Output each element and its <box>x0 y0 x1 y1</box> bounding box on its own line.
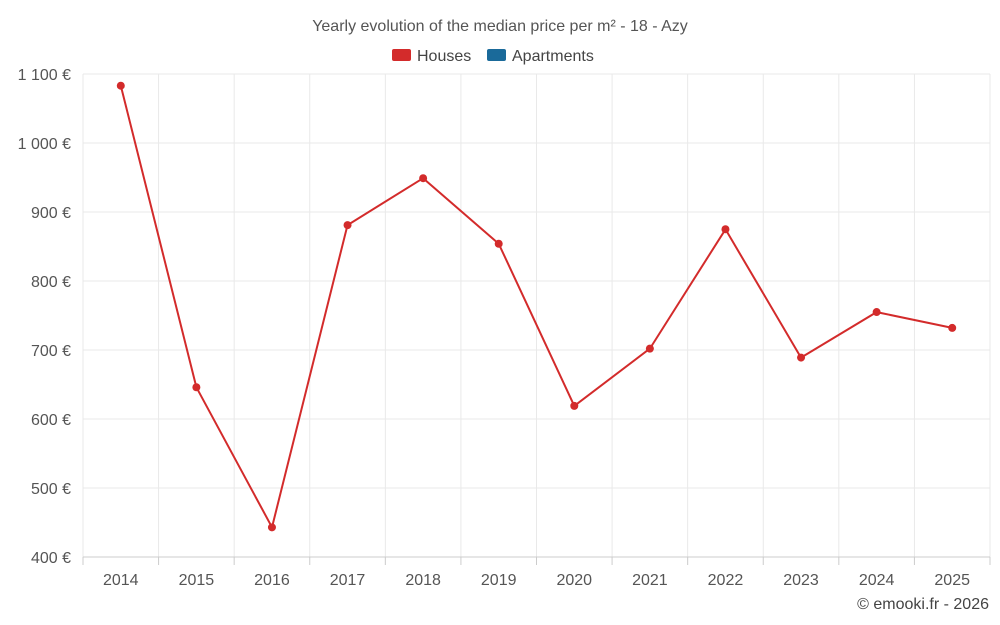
y-tick-label: 700 € <box>31 343 71 360</box>
legend-label-apartments: Apartments <box>512 48 594 65</box>
y-tick-label: 400 € <box>31 550 71 567</box>
data-point-2025[interactable] <box>948 323 957 332</box>
data-point-2021[interactable] <box>645 344 654 353</box>
legend-label-houses: Houses <box>417 48 471 65</box>
x-tick-label: 2023 <box>783 572 819 589</box>
y-axis-tick-labels: 400 € 500 € 600 € 700 € 800 € 900 € 1 000 € 1 1… <box>18 67 71 567</box>
y-tick-label: 1 000 € <box>18 136 71 153</box>
x-tick-label: 2014 <box>103 572 139 589</box>
data-point-2017[interactable] <box>343 221 352 230</box>
credit-text: © emooki.fr - 2026 <box>857 596 989 613</box>
x-tick-label: 2016 <box>254 572 290 589</box>
data-point-2014[interactable] <box>116 81 125 90</box>
y-tick-label: 600 € <box>31 412 71 429</box>
x-axis-tick-labels: 2014 2015 2016 2017 2018 2019 2020 2021 2022 2023… <box>82 557 991 589</box>
x-tick-label: 2015 <box>179 572 215 589</box>
legend-swatch-apartments <box>487 49 506 61</box>
x-tick-label: 2017 <box>330 572 366 589</box>
data-point-2016[interactable] <box>267 523 276 532</box>
x-tick-label: 2018 <box>405 572 441 589</box>
legend-swatch-houses <box>392 49 411 61</box>
x-tick-label: 2019 <box>481 572 517 589</box>
x-tick-label: 2024 <box>859 572 895 589</box>
chart-title: Yearly evolution of the median price per… <box>312 18 688 35</box>
legend-item-houses[interactable]: Houses <box>392 48 471 65</box>
legend: Houses Apartments <box>392 48 594 65</box>
data-point-2015[interactable] <box>192 383 201 392</box>
vertical-gridlines <box>82 74 991 557</box>
data-point-2020[interactable] <box>570 401 579 410</box>
x-tick-label: 2021 <box>632 572 668 589</box>
data-point-2022[interactable] <box>721 225 730 234</box>
series-line-houses <box>119 85 953 531</box>
x-tick-label: 2020 <box>556 572 592 589</box>
legend-item-apartments[interactable]: Apartments <box>487 48 594 65</box>
series-points-houses <box>116 81 957 532</box>
y-tick-label: 500 € <box>31 481 71 498</box>
x-tick-label: 2025 <box>934 572 970 589</box>
y-tick-label: 1 100 € <box>18 67 71 84</box>
data-point-2018[interactable] <box>419 174 428 183</box>
y-tick-label: 900 € <box>31 205 71 222</box>
y-tick-label: 800 € <box>31 274 71 291</box>
data-point-2024[interactable] <box>872 308 881 317</box>
data-point-2023[interactable] <box>797 353 806 362</box>
data-point-2019[interactable] <box>494 239 503 248</box>
x-tick-label: 2022 <box>708 572 744 589</box>
